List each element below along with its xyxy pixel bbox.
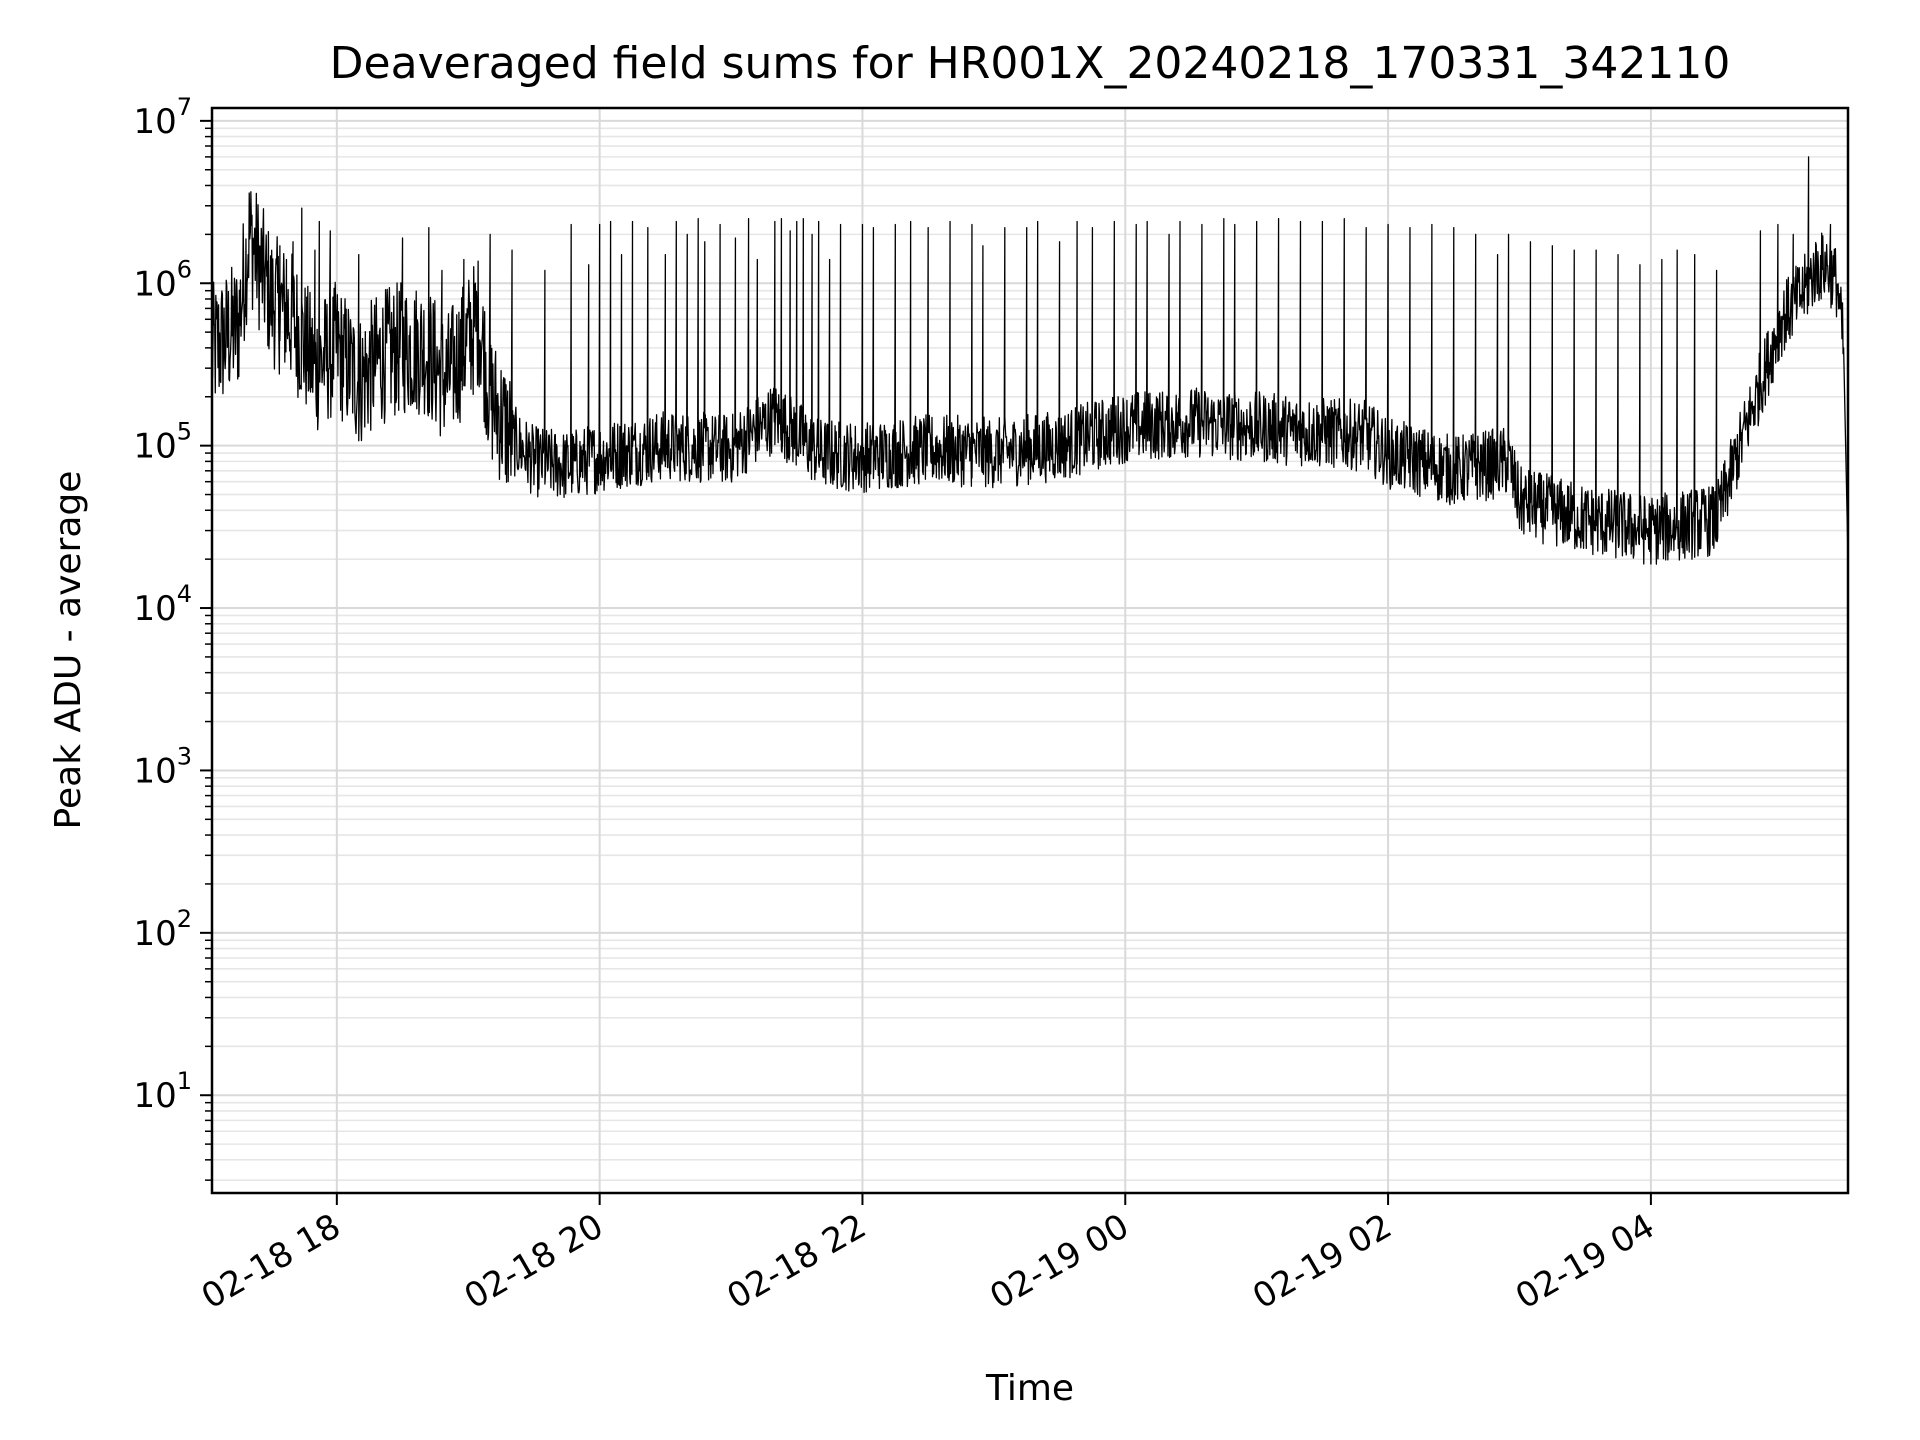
y-tick-label: 106 [133,255,192,304]
y-tick-label: 105 [133,418,192,467]
y-axis-label: Peak ADU - average [48,471,89,830]
chart-title: Deaveraged field sums for HR001X_2024021… [330,38,1731,89]
y-tick-label: 103 [133,742,192,791]
grid-lines [212,108,1848,1193]
x-axis-label: Time [985,1368,1074,1409]
plot-area [211,156,1849,565]
y-tick-label: 104 [133,580,192,629]
y-tick-label: 101 [133,1067,192,1116]
y-tick-label: 102 [133,905,192,954]
series-line [211,156,1849,565]
y-axis: 101 102 103 104 105 106 107 [133,93,212,1181]
y-tick-label: 107 [133,93,192,142]
axes-frame [210,106,1850,1195]
